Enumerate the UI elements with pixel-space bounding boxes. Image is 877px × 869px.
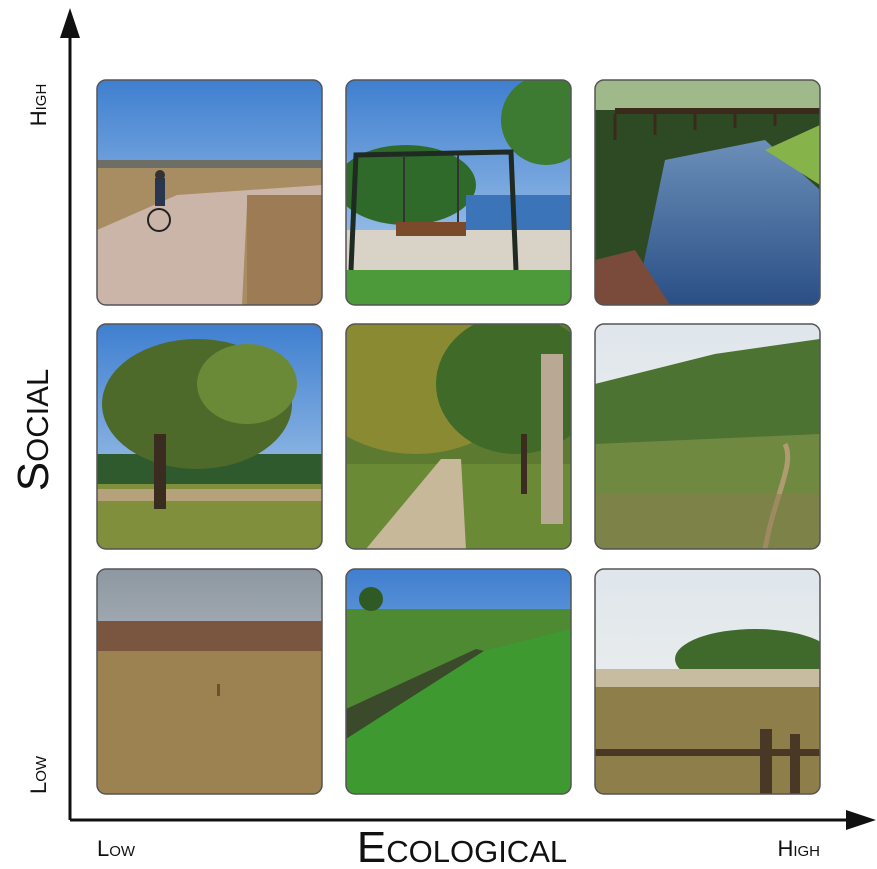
photo-wetland	[594, 568, 821, 795]
photo-bike-path	[96, 79, 323, 306]
y-axis-label: Social	[9, 369, 58, 491]
x-axis-arrow	[846, 810, 876, 830]
y-axis-arrow	[60, 8, 80, 38]
x-axis-label: Ecological	[357, 823, 567, 869]
photo-hillside	[594, 323, 821, 550]
y-low-label: Low	[26, 755, 51, 794]
photo-park-tree	[96, 323, 323, 550]
x-high-label: High	[777, 836, 820, 861]
photo-swing	[345, 79, 572, 306]
photo-field	[96, 568, 323, 795]
x-low-label: Low	[97, 836, 136, 861]
y-high-label: High	[26, 84, 51, 127]
photo-tree-path	[345, 323, 572, 550]
photo-river-bridge	[594, 79, 821, 306]
photo-ditch	[345, 568, 572, 795]
